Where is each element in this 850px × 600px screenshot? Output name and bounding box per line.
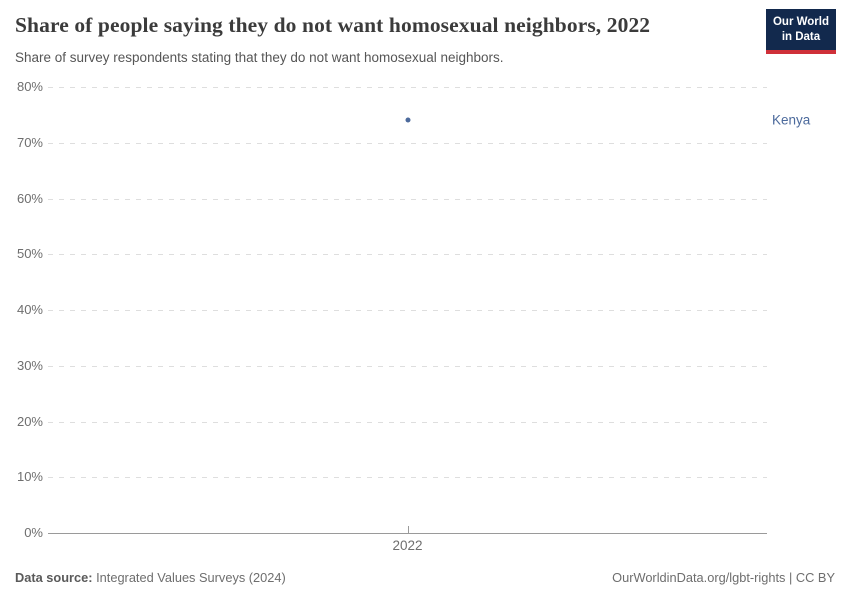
gridline-80 bbox=[48, 87, 767, 88]
y-axis-label-10: 10% bbox=[16, 469, 43, 485]
data-source-note: Data source: Integrated Values Surveys (… bbox=[15, 570, 286, 585]
owid-logo-line2: in Data bbox=[781, 30, 821, 43]
gridline-40 bbox=[48, 310, 767, 311]
gridline-10 bbox=[48, 477, 767, 479]
chart-footer: Data source: Integrated Values Surveys (… bbox=[15, 570, 835, 585]
y-axis-label-20: 20% bbox=[16, 413, 43, 429]
gridline-20 bbox=[48, 421, 767, 423]
datapoint-kenya bbox=[405, 117, 410, 123]
x-axis-tick bbox=[407, 526, 409, 533]
y-axis-label-30: 30% bbox=[16, 357, 43, 373]
gridline-50 bbox=[48, 254, 767, 256]
plot-area: 2022 0% 10% 20% 30% 40% 50% 60% 70% 80% bbox=[17, 79, 767, 553]
y-axis-label-80: 80% bbox=[16, 79, 43, 94]
y-axis-label-60: 60% bbox=[16, 190, 43, 206]
data-source-label: Data source: bbox=[15, 570, 93, 585]
gridline-60 bbox=[48, 198, 767, 200]
chart-subtitle: Share of survey respondents stating that… bbox=[15, 50, 504, 65]
gridline-70 bbox=[48, 142, 767, 144]
rights-note: OurWorldinData.org/lgbt-rights | CC BY bbox=[612, 570, 835, 585]
owid-logo-line1: Our World bbox=[772, 16, 829, 28]
gridline-30 bbox=[48, 365, 767, 367]
data-source-value: Integrated Values Surveys (2024) bbox=[96, 570, 286, 585]
y-axis-label-70: 70% bbox=[16, 134, 43, 150]
y-axis-label-40: 40% bbox=[16, 302, 43, 317]
entity-label-kenya: Kenya bbox=[772, 112, 811, 128]
owid-logo: Our World in Data bbox=[765, 9, 836, 54]
y-axis-label-0: 0% bbox=[24, 525, 43, 540]
x-axis-tick-label: 2022 bbox=[392, 538, 423, 553]
chart-title: Share of people saying they do not want … bbox=[15, 13, 651, 37]
x-axis-line bbox=[48, 533, 767, 534]
y-axis-label-50: 50% bbox=[16, 246, 43, 262]
